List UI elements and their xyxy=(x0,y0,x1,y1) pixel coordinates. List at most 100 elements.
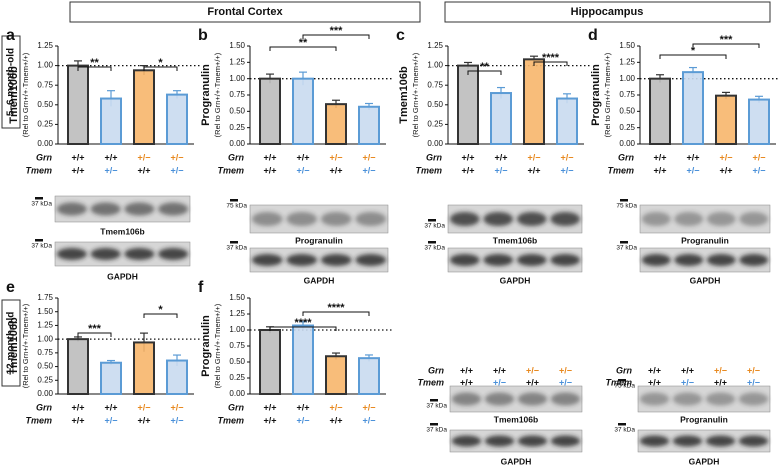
x-category-label: +/− xyxy=(137,402,150,412)
x-category-label: +/+ xyxy=(263,152,276,162)
row-label-box xyxy=(1,35,21,129)
x-category-label: +/− xyxy=(296,415,309,425)
factor-label: Tmem xyxy=(25,415,52,425)
blot-band xyxy=(124,202,155,216)
x-category-label: +/− xyxy=(137,152,150,162)
bar xyxy=(490,92,512,145)
marker-label: 75 kDa xyxy=(616,203,637,210)
y-tick-label: 0.00 xyxy=(427,139,443,148)
blot-band xyxy=(706,254,736,266)
panel-letter: a xyxy=(6,27,15,44)
blot-genotype: +/− xyxy=(714,365,727,375)
y-tick-label: 0.25 xyxy=(37,375,53,384)
y-tick-label: 0.75 xyxy=(37,80,53,89)
x-category-label: +/− xyxy=(362,415,375,425)
bar xyxy=(649,77,671,145)
panel-letter: d xyxy=(588,27,598,44)
y-tick-label: 0.00 xyxy=(229,139,245,148)
factor-label: Tmem xyxy=(605,377,632,387)
y-label-note: (Rel to Grn+/+·Tmem+/+) xyxy=(411,52,420,137)
y-tick-label: 1.25 xyxy=(37,41,53,50)
blot-genotype: +/− xyxy=(747,377,760,387)
y-tick-label: 0.25 xyxy=(37,120,53,129)
y-tick-label: 1.00 xyxy=(619,74,635,83)
y-tick-label: 1.75 xyxy=(37,293,53,302)
marker-dash xyxy=(35,197,43,200)
blot-genotype: +/+ xyxy=(714,377,727,387)
blot-label: Progranulin xyxy=(295,235,343,245)
x-category-label: +/+ xyxy=(71,402,84,412)
factor-label: Grn xyxy=(228,152,245,162)
y-tick-label: 1.00 xyxy=(229,74,245,83)
x-category-label: +/+ xyxy=(137,165,150,175)
significance-label: * xyxy=(158,57,163,69)
x-category-label: +/+ xyxy=(653,152,666,162)
y-tick-label: 1.25 xyxy=(427,41,443,50)
blot-band xyxy=(451,435,482,447)
x-category-label: +/− xyxy=(494,165,507,175)
blot-genotype: +/− xyxy=(559,377,572,387)
blot-band xyxy=(739,254,769,266)
header: Hippocampus xyxy=(571,6,644,18)
x-category-label: +/+ xyxy=(71,415,84,425)
row-label-box xyxy=(1,299,21,387)
blot-band xyxy=(672,435,703,447)
x-category-label: +/+ xyxy=(719,165,732,175)
significance-label: **** xyxy=(327,302,345,314)
bar xyxy=(133,341,155,396)
blot-background xyxy=(449,429,583,453)
x-category-label: +/− xyxy=(362,152,375,162)
blot-label: Progranulin xyxy=(680,414,728,424)
bar xyxy=(292,77,314,145)
blot-band xyxy=(705,392,736,406)
significance-bracket xyxy=(533,61,568,66)
significance-label: **** xyxy=(542,52,560,64)
significance-label: ** xyxy=(480,61,489,73)
header-box xyxy=(444,1,771,23)
significance-label: *** xyxy=(330,25,344,37)
panel-letter: c xyxy=(396,27,405,44)
y-tick-label: 0.00 xyxy=(37,139,53,148)
x-category-label: +/+ xyxy=(686,152,699,162)
row-label: 5–6 month-old xyxy=(6,48,17,116)
y-label: Progranulin xyxy=(200,315,212,377)
marker-label: 37 kDa xyxy=(616,245,637,252)
y-tick-label: 0.50 xyxy=(619,106,635,115)
blot-label: Tmem106b xyxy=(493,235,537,245)
x-category-label: +/+ xyxy=(104,402,117,412)
bar xyxy=(358,357,380,396)
significance-bracket xyxy=(77,332,112,337)
factor-label: Tmem xyxy=(607,165,634,175)
blot-genotype: +/+ xyxy=(648,365,661,375)
blot-band xyxy=(639,435,670,447)
significance-bracket xyxy=(143,313,178,318)
blot-band xyxy=(251,254,283,266)
blot-genotype: +/+ xyxy=(681,365,694,375)
marker-dash xyxy=(428,241,436,244)
y-label: Progranulin xyxy=(590,64,602,126)
bar xyxy=(325,103,347,145)
blot-band xyxy=(124,248,155,260)
y-tick-label: 0.00 xyxy=(229,389,245,398)
blot-band xyxy=(705,435,736,447)
blot-band xyxy=(641,212,671,226)
significance-bracket xyxy=(692,43,760,48)
y-tick-label: 1.00 xyxy=(229,325,245,334)
factor-label: Grn xyxy=(228,402,245,412)
x-category-label: +/+ xyxy=(653,165,666,175)
blot-label: Tmem106b xyxy=(494,414,538,424)
y-tick-label: 1.00 xyxy=(37,334,53,343)
significance-label: *** xyxy=(88,323,102,335)
y-tick-label: 1.00 xyxy=(427,61,443,70)
marker-label: 37 kDa xyxy=(31,201,52,208)
blot-band xyxy=(286,254,318,266)
marker-label: 37 kDa xyxy=(424,223,445,230)
y-tick-label: 0.75 xyxy=(37,348,53,357)
blot-genotype: +/+ xyxy=(526,377,539,387)
blot-band xyxy=(639,392,670,406)
significance-label: ** xyxy=(90,57,99,69)
marker-label: 75 kDa xyxy=(226,203,247,210)
blot-label: GAPDH xyxy=(690,275,721,285)
marker-label: 37 kDa xyxy=(426,427,447,434)
